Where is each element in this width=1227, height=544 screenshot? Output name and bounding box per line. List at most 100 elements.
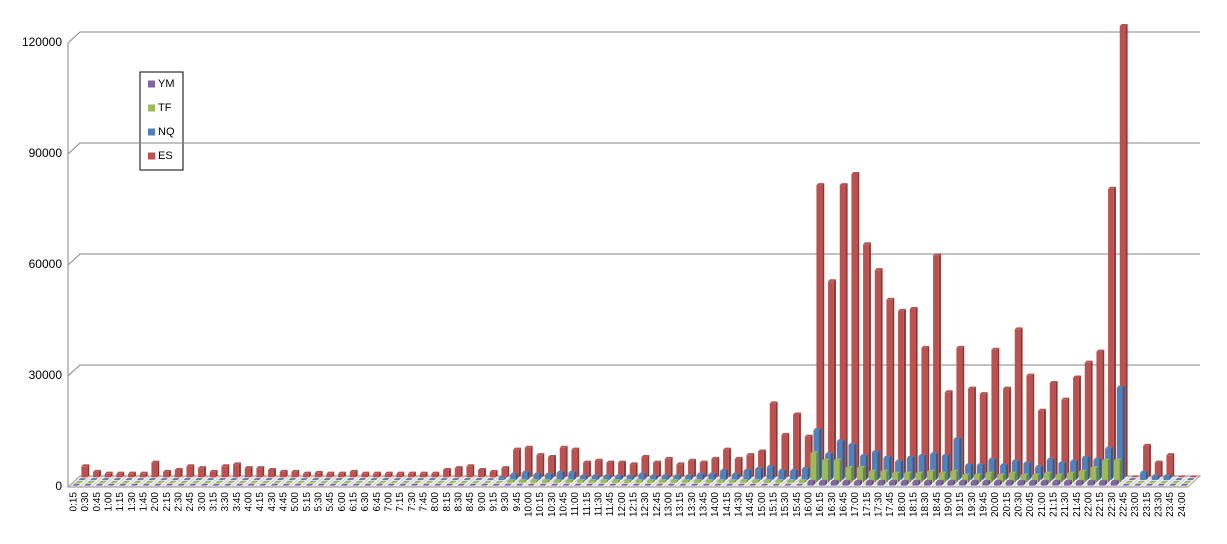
bar-side <box>574 470 577 481</box>
bar <box>332 480 340 483</box>
bar-side <box>262 466 265 478</box>
floor-line <box>756 475 769 488</box>
bar-face <box>801 469 808 481</box>
bar <box>1014 327 1023 478</box>
bar-face <box>1017 481 1024 486</box>
bar-face <box>209 471 216 478</box>
bar <box>139 471 148 478</box>
bar-side <box>1169 474 1172 481</box>
bar <box>416 478 425 481</box>
bar-side <box>536 479 539 483</box>
bar-top <box>746 453 755 456</box>
floor-line <box>767 475 781 488</box>
bar-top <box>664 456 673 459</box>
bar-top <box>128 471 136 474</box>
bar-face <box>349 471 356 478</box>
bar-side <box>959 437 962 481</box>
bar-face <box>935 481 942 486</box>
legend-label: TF <box>158 102 172 114</box>
bar <box>877 479 886 486</box>
bar-top <box>200 483 209 486</box>
bar <box>457 483 466 486</box>
bar-top <box>775 479 784 482</box>
bar-top <box>728 479 737 482</box>
bar-side <box>559 479 562 483</box>
bar <box>1081 455 1090 481</box>
x-tick-label: 16:30 <box>827 492 838 517</box>
bar-face <box>889 481 895 486</box>
bar <box>486 478 495 481</box>
bar-top <box>244 466 253 469</box>
bar-top <box>609 483 617 486</box>
bar <box>375 483 384 486</box>
bar-face <box>787 481 793 483</box>
bar <box>600 479 609 483</box>
bar <box>1049 381 1058 478</box>
bar <box>95 483 104 486</box>
bar-side <box>903 308 906 478</box>
bar <box>110 480 119 483</box>
bar-top <box>93 469 101 472</box>
bar <box>480 483 489 486</box>
bar-face <box>950 471 957 483</box>
bar-top <box>661 474 670 477</box>
bar-face <box>830 481 837 486</box>
bar-side <box>527 470 530 481</box>
bar-top <box>938 471 947 474</box>
bar <box>609 483 617 486</box>
bar <box>250 480 259 483</box>
bar-face <box>571 449 578 478</box>
floor-line <box>441 475 454 488</box>
bar-top <box>903 471 912 474</box>
bar-top <box>1148 480 1157 483</box>
bar <box>658 479 667 483</box>
bar <box>970 479 979 486</box>
x-tick-label: 24:00 <box>1177 492 1188 517</box>
bar <box>1070 459 1078 481</box>
bar-top <box>682 479 690 482</box>
bar-top <box>944 390 953 393</box>
bar-top <box>816 183 825 186</box>
bar <box>839 183 848 478</box>
bar-top <box>530 479 539 482</box>
bar <box>475 478 483 481</box>
bar-top <box>87 480 95 483</box>
bar-side <box>1145 470 1148 481</box>
bar-side <box>1113 186 1116 478</box>
bar-side <box>1084 469 1087 483</box>
x-tick-label: 5:45 <box>325 492 336 512</box>
bar-face <box>1061 399 1068 478</box>
bar-face <box>918 456 925 481</box>
bar-top <box>338 471 346 474</box>
bar-top <box>157 480 165 483</box>
bar-side <box>460 466 463 478</box>
bar-side <box>985 392 988 478</box>
bar-top <box>480 483 489 486</box>
bar <box>562 483 571 486</box>
bar-top <box>629 462 638 465</box>
bar-top <box>647 479 655 482</box>
x-tick-label: 7:15 <box>395 492 406 512</box>
bar-face <box>985 473 992 483</box>
bar <box>192 480 200 483</box>
bar-top <box>1087 479 1096 482</box>
bar-top <box>1160 480 1169 483</box>
x-tick-label: 19:45 <box>978 492 989 517</box>
bar-top <box>189 483 197 486</box>
bar <box>688 458 696 478</box>
bar <box>545 472 553 481</box>
bar <box>655 483 664 486</box>
bar-side <box>889 455 892 481</box>
bar-top <box>830 479 839 482</box>
bar-top <box>988 457 997 460</box>
y-tick-label: 0 <box>55 479 62 493</box>
bar <box>1148 480 1157 483</box>
bar-top <box>1075 479 1084 482</box>
bar-side <box>804 479 807 483</box>
bar-side <box>157 460 160 478</box>
bar <box>338 471 346 478</box>
x-tick-label: 19:15 <box>955 492 966 517</box>
bar-top <box>1035 465 1043 468</box>
bar <box>451 478 460 481</box>
bar <box>1102 458 1110 483</box>
